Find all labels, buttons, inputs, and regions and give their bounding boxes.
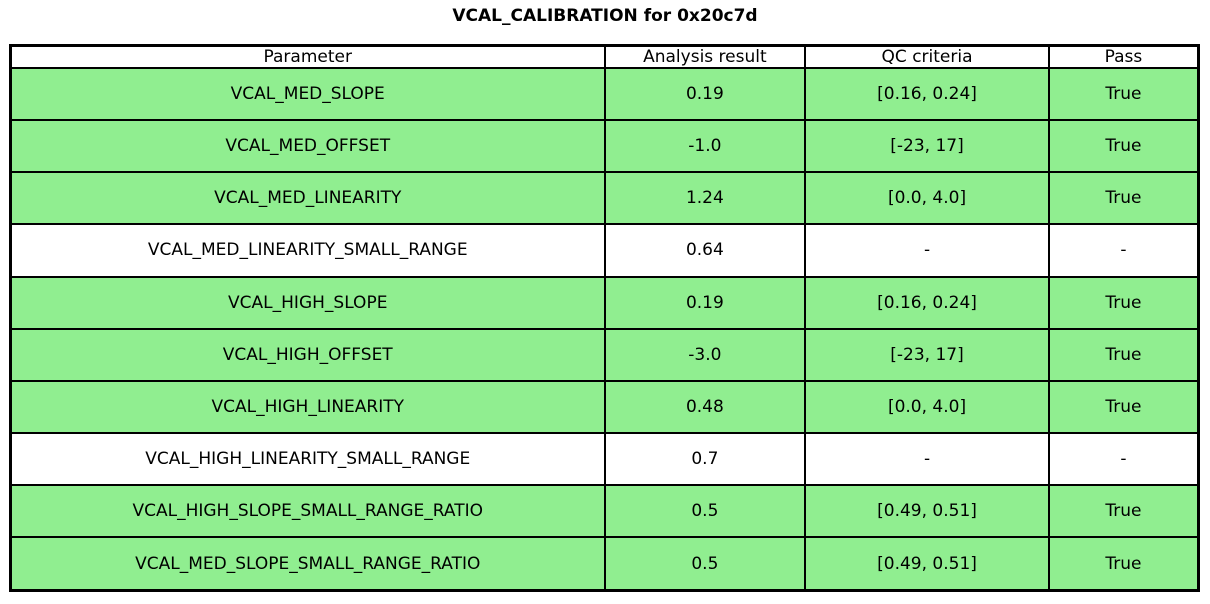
cell-qc-criteria: - (804, 223, 1050, 278)
cell-parameter: VCAL_HIGH_SLOPE (9, 275, 606, 330)
cell-qc-criteria: [-23, 17] (804, 327, 1050, 382)
cell-analysis-result: -1.0 (603, 119, 807, 174)
cell-parameter: VCAL_HIGH_LINEARITY_SMALL_RANGE (9, 431, 606, 487)
col-header-qc-criteria: QC criteria (804, 44, 1050, 69)
cell-pass: True (1047, 66, 1200, 122)
cell-qc-criteria: [0.0, 4.0] (804, 171, 1050, 226)
cell-parameter: VCAL_MED_LINEARITY (9, 171, 606, 226)
cell-pass: True (1047, 483, 1200, 539)
page-title: VCAL_CALIBRATION for 0x20c7d (452, 6, 758, 26)
cell-pass: True (1047, 327, 1200, 382)
table-row: VCAL_MED_SLOPE 0.19 [0.16, 0.24] True (9, 66, 1200, 122)
cell-parameter: VCAL_MED_OFFSET (9, 119, 606, 174)
cell-qc-criteria: [0.49, 0.51] (804, 536, 1050, 592)
col-header-parameter: Parameter (9, 44, 606, 69)
cell-qc-criteria: [-23, 17] (804, 119, 1050, 174)
cell-pass: True (1047, 536, 1200, 592)
cell-parameter: VCAL_MED_SLOPE (9, 66, 606, 122)
table-header-row: Parameter Analysis result QC criteria Pass (9, 44, 1200, 69)
cell-analysis-result: 0.7 (603, 431, 807, 487)
cell-qc-criteria: [0.16, 0.24] (804, 275, 1050, 330)
cell-qc-criteria: [0.16, 0.24] (804, 66, 1050, 122)
cell-qc-criteria: [0.0, 4.0] (804, 379, 1050, 434)
cell-qc-criteria: - (804, 431, 1050, 487)
table-row: VCAL_MED_LINEARITY_SMALL_RANGE 0.64- - (9, 223, 1200, 278)
cell-pass: True (1047, 275, 1200, 330)
cell-parameter: VCAL_MED_LINEARITY_SMALL_RANGE (9, 223, 606, 278)
cell-analysis-result: -3.0 (603, 327, 807, 382)
cell-analysis-result: 0.5 (603, 483, 807, 539)
cell-analysis-result: 0.19 (603, 66, 807, 122)
table-row: VCAL_HIGH_OFFSET -3.0 [-23, 17] True (9, 327, 1200, 382)
table-row: VCAL_HIGH_SLOPE_SMALL_RANGE_RATIO 0.5 [0.4… (9, 483, 1200, 539)
cell-parameter: VCAL_MED_SLOPE_SMALL_RANGE_RATIO (9, 536, 606, 592)
table-row: VCAL_MED_OFFSET -1.0 [-23, 17] True (9, 119, 1200, 174)
cell-analysis-result: 0.64 (603, 223, 807, 278)
table-row: VCAL_HIGH_LINEARITY_SMALL_RANGE 0.7- - (9, 431, 1200, 487)
cell-pass: - (1047, 223, 1200, 278)
qc-table: Parameter Analysis result QC criteria Pass … (9, 44, 1200, 592)
col-header-pass: Pass (1047, 44, 1200, 69)
cell-analysis-result: 1.24 (603, 171, 807, 226)
cell-pass: True (1047, 171, 1200, 226)
cell-analysis-result: 0.5 (603, 536, 807, 592)
cell-pass: True (1047, 379, 1200, 434)
cell-parameter: VCAL_HIGH_SLOPE_SMALL_RANGE_RATIO (9, 483, 606, 539)
cell-pass: True (1047, 119, 1200, 174)
cell-analysis-result: 0.48 (603, 379, 807, 434)
cell-parameter: VCAL_HIGH_OFFSET (9, 327, 606, 382)
table-row: VCAL_MED_SLOPE_SMALL_RANGE_RATIO 0.5 [0.49… (9, 536, 1200, 592)
cell-qc-criteria: [0.49, 0.51] (804, 483, 1050, 539)
table-row: VCAL_HIGH_LINEARITY 0.48 [0.0, 4.0] True (9, 379, 1200, 434)
table-row: VCAL_HIGH_SLOPE 0.19 [0.16, 0.24] True (9, 275, 1200, 330)
cell-pass: - (1047, 431, 1200, 487)
cell-analysis-result: 0.19 (603, 275, 807, 330)
col-header-analysis-result: Analysis result (603, 44, 807, 69)
table-row: VCAL_MED_LINEARITY 1.24 [0.0, 4.0] True (9, 171, 1200, 226)
cell-parameter: VCAL_HIGH_LINEARITY (9, 379, 606, 434)
